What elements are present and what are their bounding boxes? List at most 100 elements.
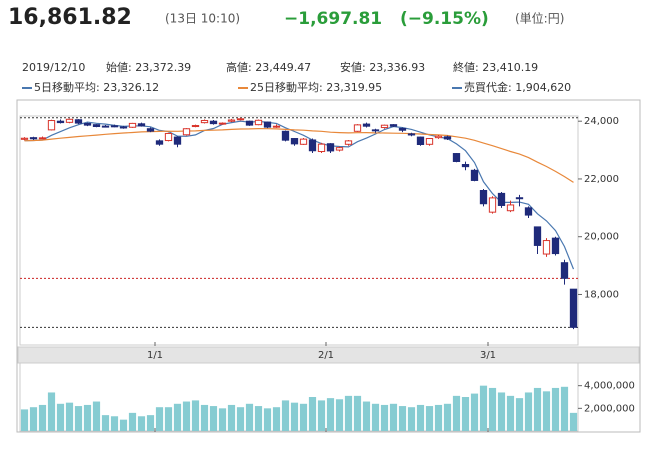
candle-body — [380, 124, 389, 129]
volume-bar — [74, 406, 83, 431]
volume-bar — [38, 404, 47, 431]
volume-bar — [218, 408, 227, 431]
volume-bar — [155, 407, 164, 431]
volume-bar — [416, 404, 425, 431]
volume-bar — [128, 412, 137, 431]
candle-body — [92, 124, 101, 128]
candle-body — [56, 120, 65, 124]
x-tick-label: 1/1 — [147, 350, 163, 361]
volume-bar — [425, 406, 434, 431]
volume-bar — [245, 403, 254, 431]
ma-line — [24, 127, 574, 183]
candle-body — [416, 136, 425, 146]
info-date: 2019/12/10 — [22, 61, 85, 74]
volume-bar — [209, 406, 218, 431]
volume-bar — [551, 387, 560, 431]
candle-body — [281, 130, 290, 141]
candle-body — [38, 137, 47, 140]
y-tick-label: 2,000,000 — [584, 403, 635, 414]
candle-body — [245, 120, 254, 126]
change: −1,697.81 — [284, 9, 382, 29]
volume-bar — [119, 419, 128, 431]
candle-body — [551, 237, 560, 255]
candle-body — [335, 147, 344, 151]
candle-body — [425, 138, 434, 145]
candle-body — [497, 192, 506, 206]
volume-bar — [335, 399, 344, 431]
time: (13日 10:10) — [165, 12, 240, 26]
candle-body — [164, 132, 173, 142]
volume-bar — [497, 392, 506, 431]
volume-bar — [299, 403, 308, 431]
volume-bar — [524, 392, 533, 431]
candle-body — [353, 124, 362, 132]
candle-body — [371, 129, 380, 132]
volume-bar — [83, 404, 92, 431]
volume-bar — [254, 406, 263, 431]
volume-bar — [461, 397, 470, 431]
candle-body — [236, 118, 245, 121]
volume-bar — [398, 406, 407, 431]
volume-bar — [533, 387, 542, 431]
candle-body — [461, 164, 470, 168]
volume-bar — [443, 403, 452, 431]
volume-bar — [56, 403, 65, 431]
volume-bar — [263, 408, 272, 431]
volume-bar — [47, 392, 56, 431]
candle-body — [65, 118, 74, 123]
volume-bar — [227, 404, 236, 431]
candle-body — [434, 135, 443, 139]
volume-bar — [164, 407, 173, 431]
candle-body — [299, 138, 308, 145]
y-tick-label: 4,000,000 — [584, 381, 635, 392]
volume-bar — [101, 415, 110, 431]
candle-body — [254, 119, 263, 126]
candle-body — [182, 128, 191, 136]
legend-label: 5日移動平均: 23,326.12 — [34, 80, 159, 94]
volume-bar — [362, 401, 371, 431]
candle-body — [515, 197, 524, 200]
candle-body — [128, 122, 137, 128]
candle-body — [83, 123, 92, 126]
candle-body — [407, 133, 416, 136]
volume-bar — [344, 395, 353, 431]
candle-body — [263, 121, 272, 128]
x-tick-label: 2/1 — [318, 350, 334, 361]
info-item: 始値: 23,372.39 — [106, 60, 191, 74]
candle-body — [317, 143, 326, 153]
candle-body — [488, 197, 497, 213]
unit: (単位:円) — [515, 11, 564, 26]
candle-body — [191, 125, 200, 128]
y-tick-label: 22,000 — [584, 174, 619, 185]
candle-body — [443, 136, 452, 140]
candle-body — [200, 119, 209, 124]
volume-bar — [290, 402, 299, 431]
candle-body — [506, 204, 515, 212]
info-item: 安値: 23,336.93 — [340, 60, 425, 74]
volume-pane — [19, 362, 579, 432]
candle-body — [308, 139, 317, 152]
y-tick-label: 24,000 — [584, 116, 619, 127]
volume-bar — [137, 416, 146, 431]
candle-body — [218, 122, 227, 125]
candle-body — [524, 207, 533, 216]
candle-body — [569, 288, 578, 328]
volume-bar — [65, 402, 74, 431]
candle-body — [137, 123, 146, 127]
volume-bar — [452, 395, 461, 431]
volume-bar — [569, 412, 578, 431]
ma-line — [24, 120, 575, 270]
volume-bar — [317, 400, 326, 431]
volume-bar — [389, 403, 398, 431]
volume-bar — [281, 400, 290, 431]
volume-bar — [173, 403, 182, 431]
candle-body — [227, 119, 236, 122]
volume-bar — [371, 403, 380, 431]
volume-bar — [92, 401, 101, 431]
candle-body — [272, 125, 281, 128]
candle-body — [452, 153, 461, 162]
volume-bar — [470, 393, 479, 431]
candle-body — [146, 128, 155, 132]
candle-body — [470, 169, 479, 181]
